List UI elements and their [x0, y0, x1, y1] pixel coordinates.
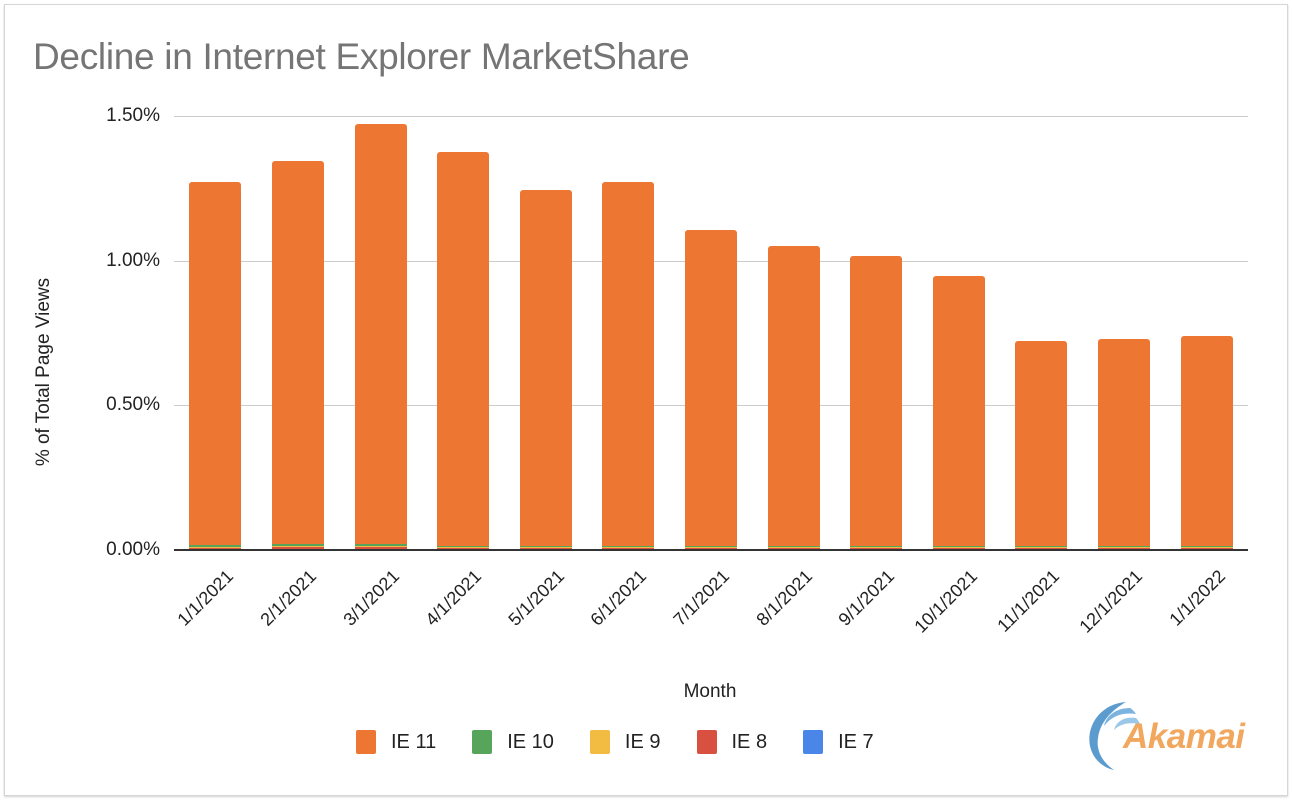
bar-segment-ie-10 — [271, 543, 324, 546]
bar-segment-ie-8 — [602, 548, 655, 549]
bar-segment-ie-8 — [1015, 548, 1068, 549]
bar-segment-ie-9 — [519, 547, 572, 548]
bar-segment-ie-10 — [932, 545, 985, 547]
plot-area — [174, 116, 1248, 551]
bar-segment-ie-8 — [767, 548, 820, 549]
bar-segment-ie-11 — [685, 229, 737, 546]
legend-item-ie-11[interactable]: IE 11 — [356, 730, 436, 754]
bar-segment-ie-10 — [685, 545, 737, 547]
y-tick-label: 1.00% — [106, 249, 160, 271]
bar-segment-ie-8 — [1098, 548, 1151, 549]
bar-segment-ie-9 — [602, 547, 655, 548]
bar-segment-ie-9 — [1015, 547, 1068, 548]
bar-9-1-2021[interactable] — [850, 255, 903, 549]
bar-segment-ie-9 — [932, 547, 985, 548]
legend-item-ie-8[interactable]: IE 8 — [696, 730, 768, 754]
bar-segment-ie-8 — [189, 548, 242, 549]
legend: IE 11 IE 10 IE 9 IE 8 IE 7 — [356, 730, 910, 754]
bar-1-1-2022[interactable] — [1180, 335, 1233, 549]
akamai-wave-icon — [1089, 702, 1140, 770]
akamai-logo: Akamai — [1080, 694, 1270, 774]
bar-2-1-2021[interactable] — [271, 161, 324, 549]
bar-segment-ie-11 — [271, 161, 324, 544]
bar-segment-ie-9 — [354, 545, 407, 547]
legend-label: IE 9 — [624, 730, 661, 753]
bar-segment-ie-11 — [932, 275, 985, 546]
bar-segment-ie-10 — [767, 545, 820, 547]
legend-swatch — [803, 730, 824, 754]
bar-10-1-2021[interactable] — [932, 275, 985, 549]
bar-segment-ie-8 — [354, 546, 407, 549]
x-axis-label: Month — [683, 681, 737, 702]
bar-segment-ie-11 — [519, 189, 572, 546]
legend-swatch — [356, 730, 376, 754]
legend-swatch — [589, 730, 610, 754]
bar-segment-ie-8 — [1180, 548, 1233, 549]
bar-segment-ie-10 — [1180, 545, 1233, 547]
bar-11-1-2021[interactable] — [1015, 341, 1068, 549]
bar-segment-ie-10 — [437, 545, 490, 547]
bar-segment-ie-8 — [850, 548, 903, 549]
legend-label: IE 7 — [838, 730, 874, 753]
bar-segment-ie-9 — [437, 547, 490, 548]
legend-item-ie-10[interactable]: IE 10 — [472, 730, 554, 754]
bar-segment-ie-11 — [437, 151, 490, 546]
bar-segment-ie-10 — [1098, 545, 1151, 547]
bar-segment-ie-10 — [602, 545, 655, 547]
y-tick-label: 0.00% — [106, 539, 160, 560]
legend-label: IE 8 — [731, 730, 768, 753]
bar-segment-ie-9 — [767, 547, 820, 548]
legend-swatch — [472, 730, 493, 754]
legend-item-ie-7[interactable]: IE 7 — [803, 730, 874, 754]
legend-swatch — [696, 730, 717, 754]
legend-label: IE 10 — [507, 730, 554, 753]
bar-segment-ie-9 — [271, 545, 324, 547]
bar-segment-ie-8 — [519, 548, 572, 549]
bar-segment-ie-10 — [1015, 545, 1068, 547]
bar-6-1-2021[interactable] — [602, 181, 655, 549]
bar-segment-ie-9 — [1180, 547, 1233, 548]
bar-1-1-2021[interactable] — [189, 182, 242, 549]
x-axis-baseline — [174, 549, 1248, 551]
bar-segment-ie-9 — [1098, 547, 1151, 548]
bar-segment-ie-8 — [932, 548, 985, 549]
bar-segment-ie-10 — [519, 545, 572, 547]
bar-segment-ie-11 — [354, 124, 407, 545]
bar-segment-ie-11 — [602, 181, 655, 546]
bar-segment-ie-8 — [437, 548, 490, 549]
bar-segment-ie-8 — [685, 548, 737, 549]
bar-segment-ie-11 — [189, 182, 242, 545]
bar-segment-ie-10 — [850, 545, 903, 547]
bar-4-1-2021[interactable] — [437, 151, 490, 549]
bar-segment-ie-10 — [189, 544, 242, 547]
legend-label: IE 11 — [391, 730, 437, 753]
bar-segment-ie-8 — [271, 546, 324, 549]
akamai-logo-text: Akamai — [1123, 717, 1245, 756]
bar-segment-ie-11 — [1015, 341, 1068, 546]
y-axis-label: % of Total Page Views — [33, 277, 54, 467]
bar-segment-ie-11 — [1180, 335, 1233, 546]
bar-segment-ie-9 — [850, 547, 903, 548]
chart-title: Decline in Internet Explorer MarketShare — [33, 36, 690, 77]
bar-segment-ie-11 — [1098, 339, 1151, 546]
gridline — [174, 116, 1248, 117]
bar-segment-ie-11 — [850, 255, 903, 546]
bar-segment-ie-9 — [189, 546, 242, 548]
legend-item-ie-9[interactable]: IE 9 — [589, 730, 661, 754]
bar-12-1-2021[interactable] — [1098, 339, 1151, 549]
y-tick-label: 1.50% — [106, 105, 160, 126]
bar-8-1-2021[interactable] — [767, 245, 820, 549]
bar-3-1-2021[interactable] — [354, 124, 407, 549]
bar-segment-ie-10 — [354, 544, 407, 546]
bar-5-1-2021[interactable] — [519, 189, 572, 549]
bar-segment-ie-11 — [767, 245, 820, 546]
y-tick-label: 0.50% — [106, 394, 160, 416]
bar-segment-ie-9 — [685, 547, 737, 548]
bar-7-1-2021[interactable] — [685, 229, 737, 549]
